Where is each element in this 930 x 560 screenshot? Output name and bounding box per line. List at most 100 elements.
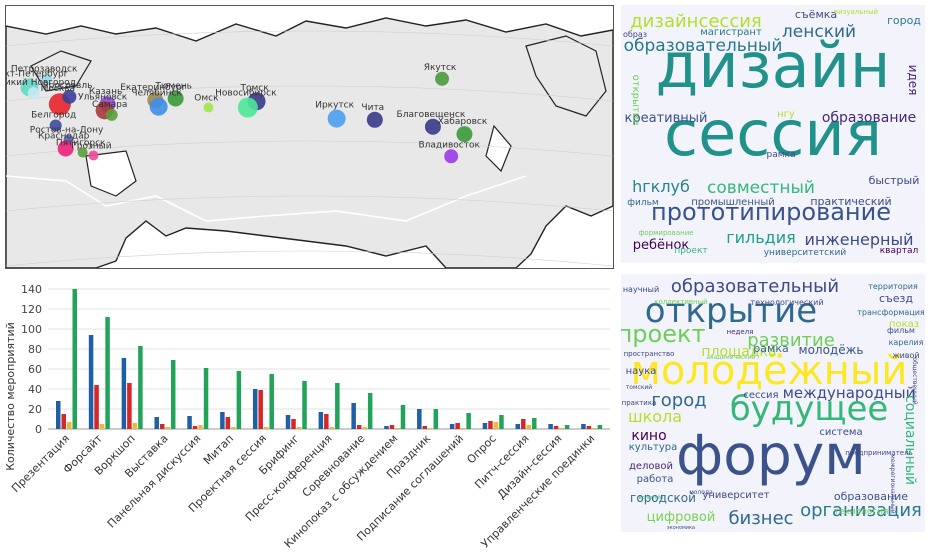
wordcloud-word: открытие <box>645 291 817 331</box>
bar[interactable] <box>61 414 67 429</box>
map-point[interactable] <box>456 126 473 143</box>
bar[interactable] <box>132 423 138 429</box>
bar[interactable] <box>329 427 335 429</box>
bar[interactable] <box>236 371 242 429</box>
bar[interactable] <box>318 412 324 429</box>
map-point-label: Великий Новгород <box>6 78 76 88</box>
bar[interactable] <box>548 424 553 429</box>
bar[interactable] <box>384 426 389 429</box>
bar[interactable] <box>466 413 471 429</box>
wordcloud-word: фильм <box>627 198 658 208</box>
bar[interactable] <box>231 427 236 429</box>
bar[interactable] <box>105 317 110 429</box>
map-point[interactable] <box>49 119 62 132</box>
bar[interactable] <box>258 390 263 429</box>
bar[interactable] <box>526 425 532 429</box>
bar[interactable] <box>559 428 564 429</box>
bar[interactable] <box>356 425 362 429</box>
bar[interactable] <box>72 289 78 429</box>
bar[interactable] <box>99 424 105 429</box>
map-point[interactable] <box>435 71 450 86</box>
bar[interactable] <box>159 424 165 429</box>
map-point[interactable] <box>105 108 118 121</box>
wordcloud-word: международный <box>783 384 916 402</box>
bar[interactable] <box>94 385 99 429</box>
map-point-label: Петрозаводск <box>11 65 78 75</box>
bar[interactable] <box>433 409 439 429</box>
bar[interactable] <box>417 409 422 429</box>
bar[interactable] <box>127 383 132 429</box>
bar[interactable] <box>362 427 367 429</box>
bar[interactable] <box>88 335 94 429</box>
bar[interactable] <box>515 424 521 429</box>
bar[interactable] <box>192 426 198 429</box>
bar[interactable] <box>581 424 586 429</box>
map-point[interactable] <box>167 90 184 107</box>
bar[interactable] <box>351 403 356 429</box>
wordcloud-word: томский <box>626 384 653 391</box>
bar[interactable] <box>521 419 526 429</box>
map-point-label: Тюмень <box>154 81 192 91</box>
bar[interactable] <box>449 424 455 429</box>
map-point[interactable] <box>40 73 53 86</box>
y-axis-label: Количество мероприятий <box>4 322 17 471</box>
map-point[interactable] <box>327 109 346 128</box>
wordcloud-word: технология <box>834 507 889 517</box>
bar[interactable] <box>187 416 192 429</box>
bar[interactable] <box>263 427 269 429</box>
wordcloud-word: формирование <box>638 229 693 237</box>
bar[interactable] <box>170 360 176 429</box>
bar[interactable] <box>220 412 225 429</box>
bar[interactable] <box>499 415 504 429</box>
bar[interactable] <box>395 428 400 429</box>
bar[interactable] <box>324 414 329 429</box>
bar[interactable] <box>482 423 488 429</box>
map-point[interactable] <box>366 111 383 128</box>
bar[interactable] <box>335 383 340 429</box>
bar[interactable] <box>302 381 307 429</box>
bar[interactable] <box>138 346 143 429</box>
bar[interactable] <box>532 418 537 429</box>
map-point[interactable] <box>57 140 74 157</box>
bar[interactable] <box>493 422 499 429</box>
bar[interactable] <box>296 427 302 429</box>
bar[interactable] <box>56 401 61 429</box>
bar[interactable] <box>597 425 603 429</box>
bar[interactable] <box>165 427 170 429</box>
bar[interactable] <box>460 428 466 429</box>
map-point[interactable] <box>237 97 258 118</box>
map-point-label: Якутск <box>424 63 457 73</box>
map-point[interactable] <box>444 149 459 164</box>
bar[interactable] <box>225 417 231 429</box>
map-point[interactable] <box>424 118 441 135</box>
bar[interactable] <box>488 421 493 429</box>
bar[interactable] <box>592 428 597 429</box>
bar[interactable] <box>422 426 428 429</box>
bar[interactable] <box>586 426 592 429</box>
map-point[interactable] <box>62 89 77 104</box>
map-point[interactable] <box>203 102 214 113</box>
bar[interactable] <box>400 405 406 429</box>
bar[interactable] <box>154 417 159 429</box>
bar[interactable] <box>553 426 559 429</box>
wordcloud-word: сессия <box>664 97 882 170</box>
map-point[interactable] <box>88 150 99 161</box>
bar[interactable] <box>389 425 395 429</box>
bar[interactable] <box>198 425 203 429</box>
map-graticule <box>5 30 614 267</box>
bar[interactable] <box>269 374 274 429</box>
bar[interactable] <box>564 425 570 429</box>
bar[interactable] <box>455 423 460 429</box>
bar[interactable] <box>121 358 127 429</box>
bar[interactable] <box>67 422 72 429</box>
bar[interactable] <box>203 368 209 429</box>
bar[interactable] <box>291 419 296 429</box>
map-point[interactable] <box>27 87 40 100</box>
wordcloud-word: коллективный <box>654 298 707 306</box>
bar[interactable] <box>285 415 291 429</box>
bar[interactable] <box>367 393 373 429</box>
bar[interactable] <box>252 389 258 429</box>
bar[interactable] <box>428 428 433 429</box>
map-point[interactable] <box>77 147 88 158</box>
map-point[interactable] <box>149 97 168 116</box>
